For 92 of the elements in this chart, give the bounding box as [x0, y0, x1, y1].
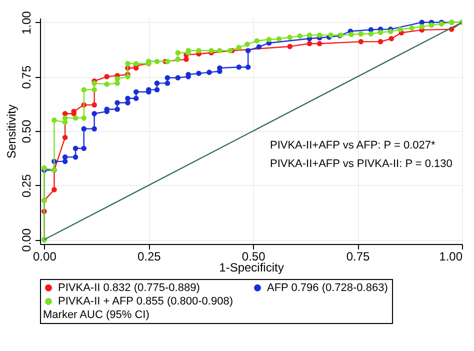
point	[92, 110, 97, 116]
point	[175, 56, 181, 62]
point	[208, 48, 214, 54]
point	[164, 80, 170, 86]
point	[236, 44, 242, 50]
point	[388, 36, 394, 42]
point	[72, 146, 78, 152]
legend-label: AFP 0.796 (0.728-0.863)	[267, 282, 388, 294]
point	[81, 126, 87, 132]
point	[104, 74, 110, 80]
point	[125, 74, 130, 80]
point	[133, 89, 139, 95]
point	[419, 24, 425, 30]
point	[398, 26, 403, 32]
point	[244, 42, 250, 47]
point	[287, 44, 293, 50]
y-tick-label: 0.25	[20, 174, 34, 198]
annotation: PIVKA-II+AFP vs AFP: P = 0.027*	[270, 140, 436, 152]
point	[368, 31, 374, 37]
x-tick-label: 1.00	[439, 250, 463, 264]
point	[175, 50, 181, 56]
point	[358, 39, 364, 44]
legend-label: PIVKA-II + AFP 0.855 (0.800-0.908)	[58, 296, 233, 308]
point	[114, 76, 120, 82]
point	[196, 70, 202, 76]
point	[276, 36, 282, 42]
point	[125, 100, 130, 106]
point	[227, 48, 233, 54]
point	[206, 70, 212, 75]
x-tick-label: 0.50	[242, 250, 266, 264]
x-tick-label: 0.00	[33, 250, 57, 264]
y-tick-label: 0.50	[20, 120, 34, 144]
x-tick-label: 0.25	[137, 250, 162, 264]
point	[62, 134, 68, 140]
point	[62, 115, 68, 121]
legend-title: Marker AUC (95% CI)	[43, 309, 150, 321]
point	[114, 80, 120, 86]
x-tick-label: 0.75	[346, 250, 370, 264]
point	[72, 154, 78, 160]
y-tick-label: 0.75	[20, 65, 34, 89]
point	[306, 41, 312, 46]
point	[133, 96, 139, 102]
point	[154, 80, 160, 86]
point	[358, 31, 364, 37]
point	[297, 33, 303, 39]
point	[154, 87, 160, 92]
point	[62, 158, 68, 164]
point	[92, 102, 97, 108]
point	[316, 41, 322, 46]
point	[254, 38, 260, 44]
point	[388, 28, 394, 34]
point	[306, 32, 312, 38]
point	[428, 22, 434, 28]
point	[72, 115, 78, 121]
legend-label: PIVKA-II 0.832 (0.775-0.889)	[58, 282, 200, 294]
point	[81, 115, 87, 121]
point	[81, 87, 87, 92]
point	[114, 106, 120, 112]
point	[256, 44, 262, 50]
point	[217, 48, 222, 54]
point	[245, 48, 251, 54]
point	[154, 58, 160, 64]
point	[348, 32, 354, 38]
point	[81, 146, 87, 152]
x-axis-title: 1-Specificity	[219, 260, 284, 274]
point	[378, 30, 384, 35]
annotation: PIVKA-II+AFP vs PIVKA-II: P = 0.130	[270, 158, 452, 170]
point	[133, 60, 139, 66]
point	[236, 64, 242, 70]
point	[52, 187, 57, 192]
point	[184, 56, 189, 62]
point	[52, 117, 57, 123]
point	[245, 64, 251, 70]
point	[125, 96, 130, 102]
point	[104, 82, 110, 87]
point	[287, 34, 293, 40]
point	[175, 75, 181, 80]
point	[62, 154, 68, 160]
point	[125, 60, 130, 66]
point	[164, 58, 170, 64]
point	[92, 126, 97, 132]
point	[114, 100, 120, 106]
point	[266, 36, 272, 42]
point	[409, 25, 415, 31]
point	[196, 48, 202, 54]
point	[92, 87, 97, 92]
point	[378, 39, 384, 44]
point	[316, 32, 322, 38]
y-axis-title: Sensitivity	[4, 104, 18, 159]
point	[92, 80, 97, 86]
y-tick-label: 1.00	[20, 10, 34, 35]
point	[164, 75, 170, 80]
